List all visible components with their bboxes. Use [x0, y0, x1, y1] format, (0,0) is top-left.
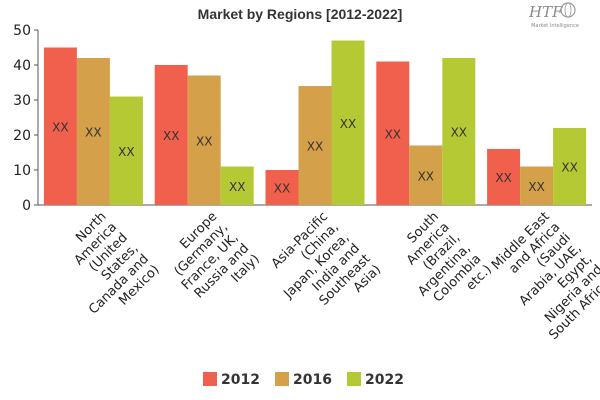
y-tick-label: 10 [13, 163, 31, 179]
bar-2012-2 [154, 65, 188, 205]
bar-2012-3 [265, 170, 299, 205]
legend: 2012 2016 2022 [203, 372, 404, 388]
bar-2012-5 [487, 149, 521, 205]
legend-swatch-2012 [203, 372, 217, 386]
bar-2022-5 [553, 128, 587, 205]
bar-data-label: XX [495, 171, 511, 185]
legend-swatch-2016 [275, 372, 289, 386]
category-label-5: Middle Eastand Africa(SaudiArabia, UAE,E… [483, 209, 600, 343]
bar-2016-1 [76, 58, 110, 205]
htf-logo: HTF Market Intelligence [528, 2, 579, 29]
logo-text: HTF [528, 3, 563, 21]
y-tick-label: 40 [13, 58, 31, 74]
logo-subtext: Market Intelligence [531, 23, 579, 29]
bar-2012-4 [376, 61, 410, 205]
legend-label-2012: 2012 [221, 372, 260, 388]
x-axis-labels: NorthAmerica(UnitedStates,Canada andMexi… [44, 209, 600, 343]
y-tick-label: 20 [13, 128, 31, 144]
bar-2022-1 [109, 96, 143, 205]
bar-data-label: XX [385, 127, 401, 141]
bar-data-label: XX [561, 161, 577, 175]
bar-2016-4 [409, 145, 443, 205]
category-label-2: Europe(Germany,France, UK,Russia andItal… [158, 209, 263, 314]
legend-label-2022: 2022 [365, 372, 404, 388]
bar-2016-5 [520, 166, 554, 205]
legend-swatch-2022 [347, 372, 361, 386]
bar-data-label: XX [307, 140, 323, 154]
legend-label-2016: 2016 [293, 372, 332, 388]
bar-data-label: XX [274, 182, 290, 196]
bar-data-label: XX [528, 180, 544, 194]
bar-data-label: XX [118, 145, 134, 159]
globe-icon [560, 2, 576, 18]
bar-2022-3 [331, 40, 365, 205]
chart-title: Market by Regions [2012-2022] [198, 6, 403, 22]
y-tick-label: 50 [13, 23, 31, 39]
category-label-3: Asia-Pacific(China,Japan, Korea,India an… [259, 209, 384, 334]
y-tick-label: 0 [22, 198, 31, 214]
bar-data-label: XX [85, 126, 101, 140]
bar-data-label: XX [229, 180, 245, 194]
bar-2016-3 [298, 86, 332, 205]
y-tick-label: 30 [13, 93, 31, 109]
bar-data-label: XX [451, 126, 467, 140]
category-label-1: NorthAmerica(UnitedStates,Canada andMexi… [44, 209, 163, 328]
bars: XX XX XX XX XX XX XX XX XX XX XX XX XX XX XX [43, 40, 587, 205]
bar-data-label: XX [340, 117, 356, 131]
bar-2016-2 [187, 75, 221, 205]
bar-data-label: XX [418, 169, 434, 183]
bar-data-label: XX [52, 120, 68, 134]
bar-data-label: XX [196, 134, 212, 148]
bar-data-label: XX [163, 129, 179, 143]
bar-2022-2 [220, 166, 254, 205]
globe-meridian-icon [564, 2, 572, 18]
category-label-4: SouthAmerica(Brazil,Argentina,Colombiaet… [384, 209, 495, 320]
bar-2022-4 [442, 58, 476, 205]
bar-2012-1 [43, 47, 77, 205]
